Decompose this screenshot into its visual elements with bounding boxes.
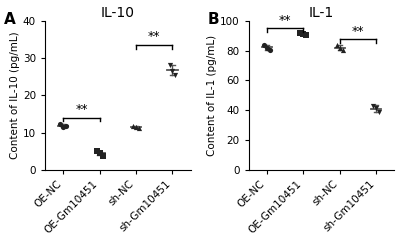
Point xyxy=(300,32,307,36)
Point xyxy=(172,73,178,77)
Point xyxy=(60,125,66,129)
Point xyxy=(340,48,346,52)
Point xyxy=(169,69,176,73)
Text: **: ** xyxy=(75,103,88,116)
Point xyxy=(303,33,310,37)
Text: A: A xyxy=(4,12,16,27)
Point xyxy=(376,110,382,114)
Title: IL-10: IL-10 xyxy=(101,6,135,20)
Point xyxy=(94,149,100,153)
Text: **: ** xyxy=(279,14,292,27)
Point xyxy=(334,43,340,47)
Text: **: ** xyxy=(352,25,364,38)
Title: IL-1: IL-1 xyxy=(309,6,334,20)
Point xyxy=(99,154,106,158)
Point xyxy=(63,124,69,128)
Point xyxy=(57,122,64,126)
Point xyxy=(370,104,376,107)
Point xyxy=(136,126,142,130)
Point xyxy=(96,151,103,155)
Text: B: B xyxy=(208,12,220,27)
Point xyxy=(264,46,270,49)
Point xyxy=(133,125,139,129)
Point xyxy=(267,48,273,52)
Point xyxy=(337,46,343,49)
Y-axis label: Content of IL-10 (pg/mL): Content of IL-10 (pg/mL) xyxy=(10,31,20,159)
Point xyxy=(373,106,380,110)
Point xyxy=(166,64,173,67)
Text: **: ** xyxy=(148,30,160,43)
Point xyxy=(297,32,304,35)
Point xyxy=(261,43,267,47)
Point xyxy=(130,124,136,128)
Y-axis label: Content of IL-1 (pg/mL): Content of IL-1 (pg/mL) xyxy=(207,35,217,156)
